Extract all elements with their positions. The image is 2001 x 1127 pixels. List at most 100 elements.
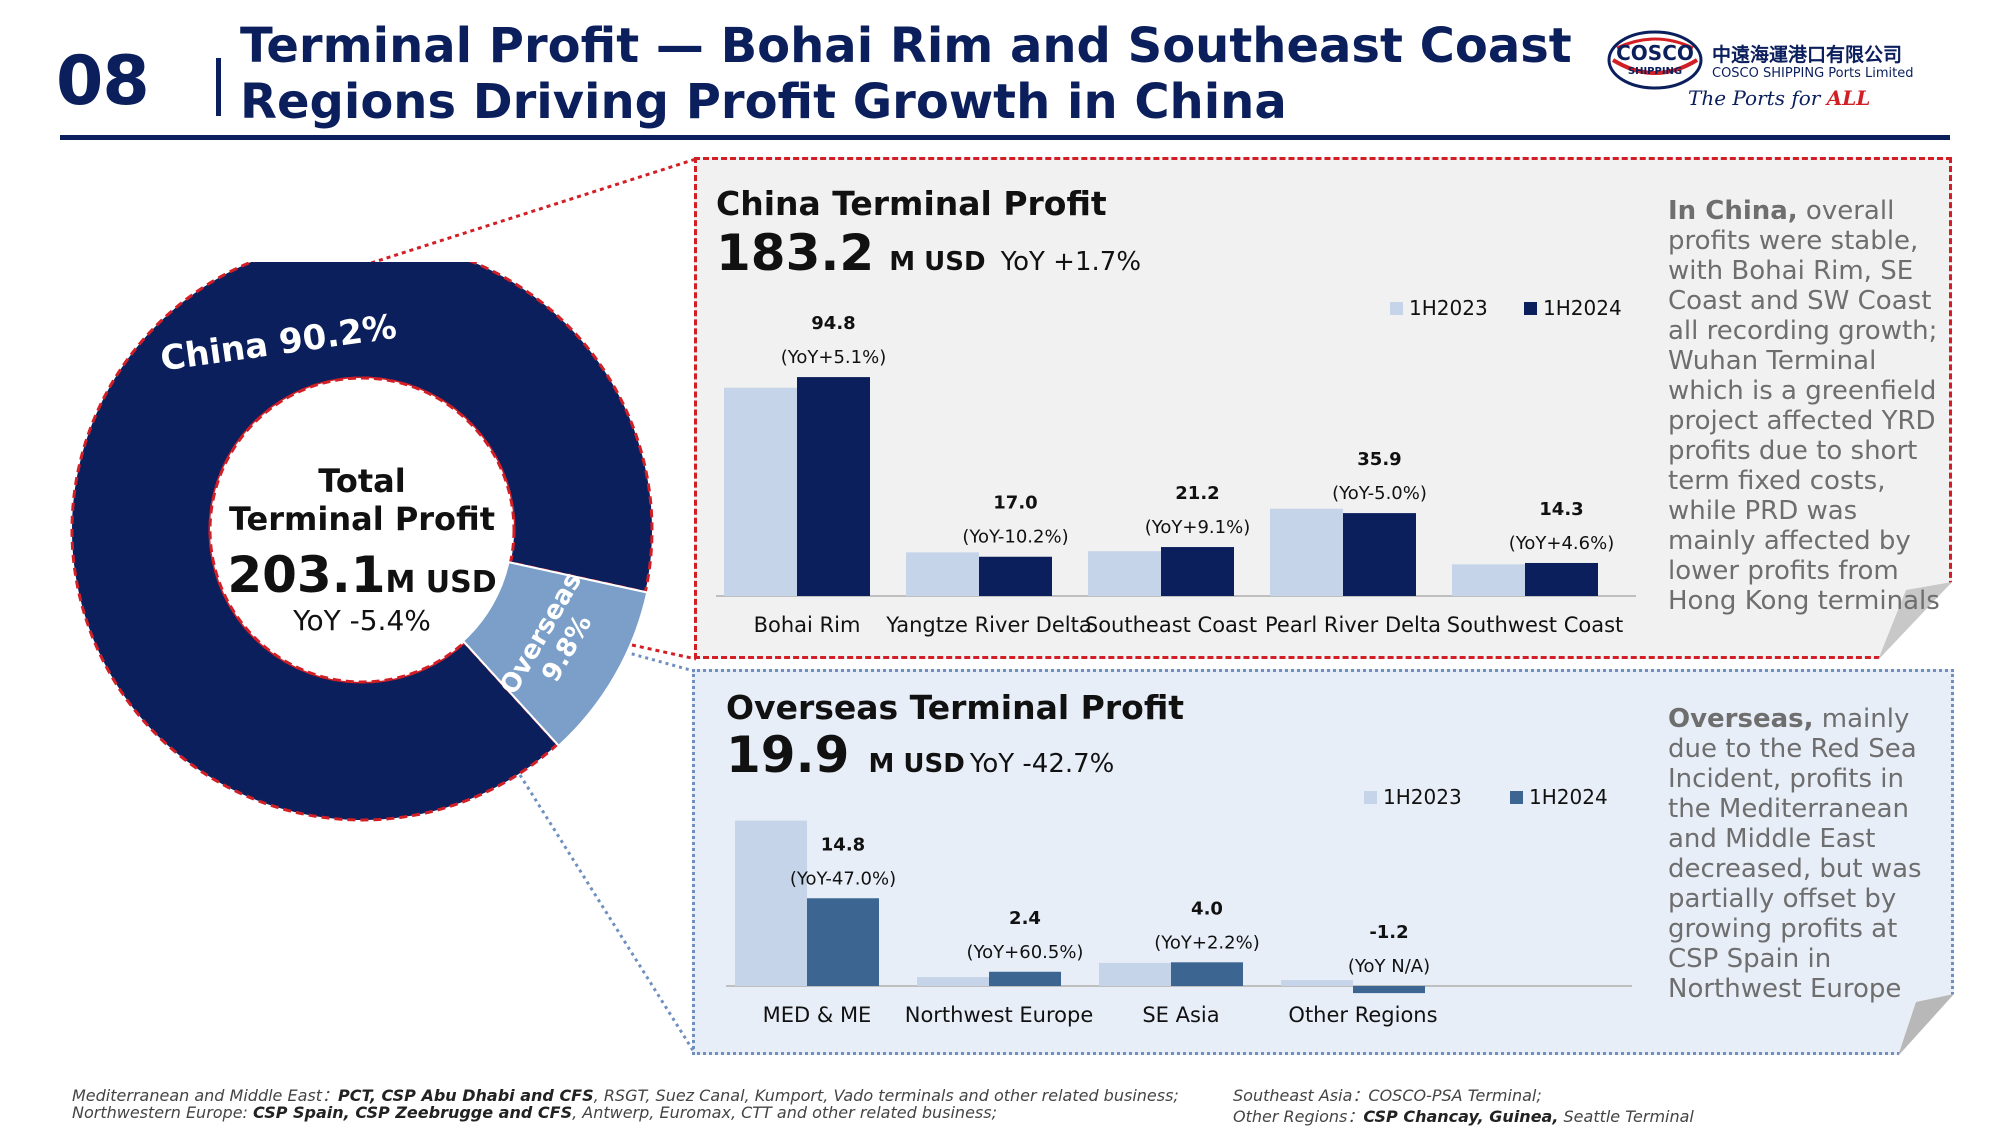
category-label-1: Yangtze River Delta — [885, 613, 1091, 637]
category-label-2: SE Asia — [1142, 1003, 1219, 1027]
connector-china-bottom — [631, 643, 697, 661]
category-label-0: MED & ME — [763, 1003, 872, 1027]
bar-yoy-label-2: (YoY+9.1%) — [1145, 517, 1250, 538]
logo-slogan: The Ports for ALL — [1688, 86, 1870, 110]
title-divider — [216, 58, 221, 116]
overseas-panel-note-lead: Overseas, — [1668, 704, 1814, 734]
donut-center-line2: Terminal Profit — [228, 500, 496, 538]
logo-mark-line2: SHIPPING — [1628, 66, 1682, 77]
bar-1h2024-0 — [797, 377, 870, 596]
overseas-panel-value: 19.9 — [726, 726, 850, 784]
footnote-left-line1: Mediterranean and Middle East：PCT, CSP A… — [72, 1082, 1179, 1106]
bar-1h2023-1 — [917, 977, 989, 986]
bar-yoy-label-0: (YoY-47.0%) — [790, 868, 896, 889]
category-label-3: Other Regions — [1288, 1003, 1437, 1027]
footnote-right-line1: Southeast Asia：COSCO-PSA Terminal; — [1233, 1082, 1542, 1106]
footnote-med-bold: PCT, CSP Abu Dhabi and CFS — [338, 1086, 594, 1105]
china-panel-note-lead: In China, — [1668, 196, 1798, 226]
page-title-line2: Regions Driving Profit Growth in China — [240, 74, 1287, 130]
footnote-med-rest: , RSGT, Suez Canal, Kumport, Vado termin… — [593, 1086, 1179, 1105]
connector-china-top — [317, 157, 697, 282]
bar-value-label-1: 2.4 — [1009, 908, 1041, 929]
bar-1h2024-2 — [1161, 547, 1234, 596]
china-panel-note-body: overall profits were stable, with Bohai … — [1668, 196, 1940, 616]
bar-yoy-label-3: (YoY-5.0%) — [1332, 483, 1427, 504]
page-title-line1: Terminal Profit — Bohai Rim and Southeas… — [240, 18, 1572, 74]
bar-1h2023-1 — [906, 552, 979, 596]
page-number: 08 — [56, 42, 150, 121]
china-legend-1h2024-swatch — [1524, 302, 1537, 315]
donut-center-yoy: YoY -5.4% — [293, 604, 431, 637]
bar-value-label-1: 17.0 — [993, 493, 1037, 514]
donut-slice-china — [70, 262, 654, 822]
china-panel-note: In China, overall profits were stable, w… — [1668, 196, 1944, 616]
page-title: Terminal Profit — Bohai Rim and Southeas… — [240, 18, 1572, 130]
footnote-sea-rest: COSCO-PSA Terminal; — [1368, 1086, 1542, 1105]
header-rule — [60, 135, 1950, 140]
footnote-right-line2: Other Regions：CSP Chancay, Guinea, Seatt… — [1233, 1103, 1694, 1127]
bar-value-label-3: 35.9 — [1357, 449, 1401, 470]
bar-value-label-2: 21.2 — [1175, 483, 1219, 504]
donut-slice-overseas-highlight — [461, 560, 649, 748]
overseas-legend-1h2023: 1H2023 — [1383, 785, 1462, 809]
connector-overseas-bottom — [518, 774, 696, 1053]
category-label-2: Southeast Coast — [1085, 613, 1257, 637]
bar-1h2024-2 — [1171, 962, 1243, 986]
footnote-nwe-rest: , Antwerp, Euromax, CTT and other relate… — [572, 1103, 997, 1122]
china-panel-yoy: YoY +1.7% — [1000, 247, 1142, 277]
bar-value-label-2: 4.0 — [1191, 898, 1223, 919]
logo-chinese-name: 中遠海運港口有限公司 — [1712, 44, 1903, 66]
overseas-panel-yoy: YoY -42.7% — [969, 749, 1115, 779]
footnote-sea-label: Southeast Asia： — [1233, 1086, 1369, 1105]
footnote-left-line2: Northwestern Europe: CSP Spain, CSP Zeeb… — [72, 1103, 997, 1122]
china-panel-fold-icon — [1878, 582, 1952, 660]
bar-1h2023-2 — [1099, 962, 1171, 986]
bar-1h2023-2 — [1088, 551, 1161, 596]
donut-center-value: 203.1 — [227, 546, 386, 604]
overseas-panel-unit: M USD — [868, 749, 965, 779]
logo-slogan-prefix: The Ports for — [1688, 86, 1827, 110]
overseas-panel-note: Overseas, mainly due to the Red Sea Inci… — [1668, 704, 1944, 1004]
overseas-legend-1h2023-swatch — [1364, 791, 1377, 804]
bar-yoy-label-3: (YoY N/A) — [1348, 956, 1430, 977]
bar-1h2023-3 — [1281, 980, 1353, 986]
bar-value-label-4: 14.3 — [1539, 499, 1583, 520]
connector-overseas-top — [624, 650, 695, 673]
china-bar-chart: (YoY+5.1%) 94.8 Bohai Rim (YoY-10.2%) 17.0 Ya… — [716, 313, 1636, 637]
footnote-nwe-bold: CSP Spain, CSP Zeebrugge and CFS — [253, 1103, 573, 1122]
footnote-med-label: Mediterranean and Middle East： — [72, 1086, 338, 1105]
china-panel-unit: M USD — [889, 247, 986, 277]
category-label-0: Bohai Rim — [754, 613, 861, 637]
cosco-logo-icon: COSCO SHIPPING — [1607, 30, 1703, 90]
bar-1h2024-1 — [989, 971, 1061, 986]
overseas-panel-value-row: 19.9 M USD YoY -42.7% — [726, 726, 1114, 784]
bar-yoy-label-1: (YoY-10.2%) — [962, 527, 1068, 548]
bar-1h2023-3 — [1270, 508, 1343, 596]
bar-yoy-label-4: (YoY+4.6%) — [1509, 533, 1614, 554]
category-label-4: Southwest Coast — [1447, 613, 1624, 637]
bar-1h2024-3 — [1353, 986, 1425, 994]
bar-1h2024-1 — [979, 556, 1052, 596]
bar-value-label-3: -1.2 — [1369, 922, 1408, 943]
category-label-1: Northwest Europe — [905, 1003, 1094, 1027]
bar-1h2023-0 — [724, 387, 797, 596]
bar-value-label-0: 14.8 — [821, 834, 865, 855]
footnote-other-label: Other Regions： — [1233, 1107, 1364, 1126]
bar-1h2024-3 — [1343, 513, 1416, 596]
footnote-other-rest: Seattle Terminal — [1558, 1107, 1694, 1126]
logo-slogan-emphasis: ALL — [1826, 86, 1871, 110]
category-label-3: Pearl River Delta — [1265, 613, 1441, 637]
overseas-bar-chart: (YoY-47.0%) 14.8 MED & ME (YoY+60.5%) 2.4 Nor… — [726, 820, 1632, 1027]
logo-english-name: COSCO SHIPPING Ports Limited — [1712, 66, 1914, 81]
bar-yoy-label-2: (YoY+2.2%) — [1154, 932, 1259, 953]
bar-value-label-0: 94.8 — [811, 313, 855, 334]
donut-inner-ring — [208, 376, 516, 684]
china-legend-1h2023: 1H2023 — [1409, 296, 1488, 320]
china-legend-1h2024: 1H2024 — [1543, 296, 1622, 320]
china-panel-value-row: 183.2 M USD YoY +1.7% — [716, 224, 1141, 282]
bar-1h2024-4 — [1525, 562, 1598, 596]
bar-1h2023-4 — [1452, 564, 1525, 596]
overseas-legend-1h2024: 1H2024 — [1529, 785, 1608, 809]
bar-1h2024-0 — [807, 898, 879, 986]
